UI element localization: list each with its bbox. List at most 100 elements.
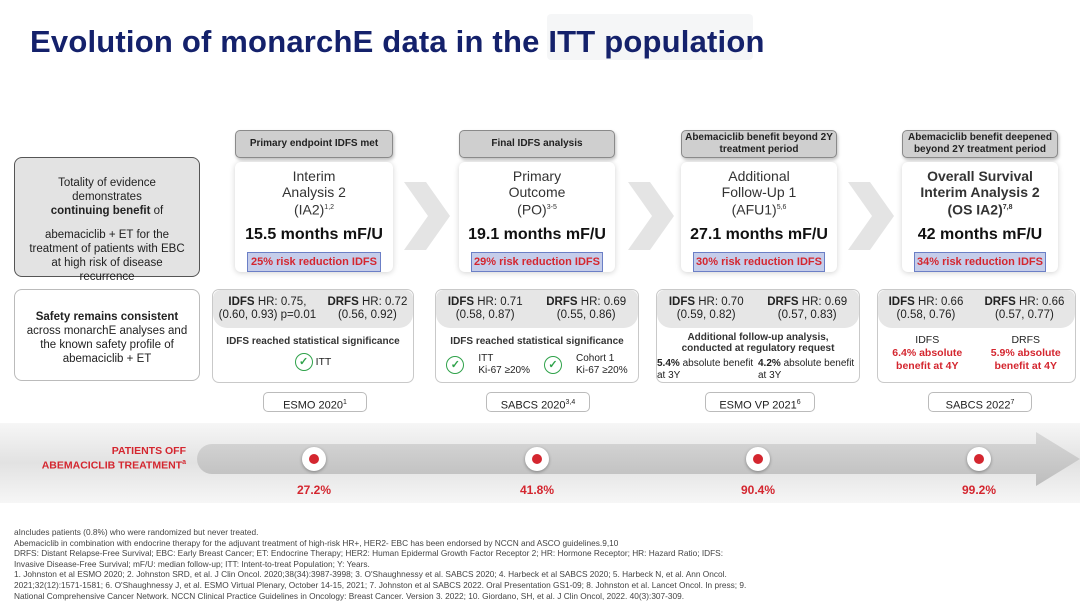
checkmark-icon: ✓ (294, 353, 313, 371)
analysis-line: (PO) (517, 201, 547, 218)
watermark-overlay (547, 14, 753, 60)
conference-badge: ESMO VP 20216 (705, 392, 815, 412)
analysis-line: (AFU1) (731, 201, 777, 218)
hr-band: IDFS HR: 0.70 (0.59, 0.82) DRFS HR: 0.69(… (657, 290, 859, 328)
idfs-label: IDFS (888, 296, 915, 308)
drfs-ci: (0.56, 0.92) (337, 309, 397, 321)
hazard-ratio-box: IDFS HR: 0.71 (0.58, 0.87) DRFS HR: 0.69(… (435, 289, 639, 383)
timeline-dot (525, 447, 549, 471)
check-item: Cohort 1 Ki-67 ≥20% (576, 353, 628, 377)
idfs-label: IDFS (668, 296, 696, 308)
drfs-hr: DRFS HR: 0.72 (0.56, 0.92) (327, 296, 407, 322)
check-row: ✓ ITT Ki-67 ≥20% ✓ Cohort 1 Ki-67 ≥20% (436, 353, 638, 377)
idfs-hr-value: HR: 0.75, (257, 296, 307, 308)
column-header: Abemaciclib benefit beyond 2Y treatment … (681, 130, 837, 158)
column-header: Abemaciclib benefit deepened beyond 2Y t… (902, 130, 1058, 158)
idfs-ci: (0.58, 0.76) (896, 309, 956, 321)
superscript: 3,4 (565, 399, 576, 406)
column-header: Final IDFS analysis (459, 130, 615, 158)
hr-band: IDFS HR: 0.66 (0.58, 0.76) DRFS HR: 0.66(… (878, 290, 1075, 328)
check-label: ITT (478, 353, 494, 364)
benefit-value: 6.4% absolute benefit at 4Y (892, 347, 963, 372)
months-followup: 15.5 months mF/U (245, 225, 383, 243)
drfs-label: DRFS (767, 296, 799, 308)
analysis-card: Primary Outcome (PO)3-5 19.1 months mF/U… (459, 162, 615, 272)
significance-note: IDFS reached statistical significance (226, 336, 400, 347)
risk-reduction-badge: 25% risk reduction IDFS (247, 251, 381, 272)
check-item: ITT Ki-67 ≥20% (478, 353, 530, 377)
safety-bold: Safety remains consistent (35, 311, 179, 323)
idfs-hr: IDFS HR: 0.66 (0.58, 0.76) (889, 296, 964, 322)
check-sublabel: Ki-67 ≥20% (478, 365, 530, 376)
drfs-ci: (0.57, 0.83) (777, 309, 837, 321)
chevron-arrow-icon (404, 182, 450, 250)
drfs-hr-value: HR: 0.69 (580, 296, 627, 308)
superscript: 1 (343, 399, 347, 406)
percent-off-treatment: 27.2% (296, 483, 332, 497)
drfs-ci: (0.55, 0.86) (556, 309, 616, 321)
drfs-hr: DRFS HR: 0.66 (0.57, 0.77) (985, 296, 1065, 322)
drfs-hr-value: HR: 0.66 (1019, 296, 1065, 308)
chevron-arrow-icon (628, 182, 674, 250)
risk-reduction-badge: 30% risk reduction IDFS (693, 251, 825, 272)
safety-text: across monarchE analyses and the known s… (26, 325, 188, 365)
checkmark-icon: ✓ (446, 356, 465, 374)
risk-reduction-badge: 34% risk reduction IDFS (914, 251, 1046, 272)
followup-note: Additional follow-up analysis, conducted… (681, 332, 835, 354)
months-followup: 42 months mF/U (917, 225, 1043, 243)
footnote-line: National Comprehensive Cancer Network. N… (14, 590, 685, 601)
idfs-ci: (0.58, 0.87) (455, 309, 515, 321)
risk-reduction-badge: 29% risk reduction IDFS (471, 251, 603, 272)
analysis-line: Interim Analysis 2 (920, 184, 1040, 200)
drfs-label: DRFS (546, 296, 578, 308)
drfs-label: DRFS (984, 296, 1016, 308)
analysis-line: (OS IA2) (947, 201, 1003, 218)
timeline-label-line: ABEMACICLIB TREATMENT (41, 459, 183, 472)
drfs-hr: DRFS HR: 0.69 (0.57, 0.83) (767, 296, 847, 322)
footnote-line: Abemaciclib in combination with endocrin… (14, 537, 619, 548)
conference-name: ESMO VP 2021 (719, 399, 797, 412)
conference-name: SABCS 2022 (945, 399, 1011, 412)
percent-off-treatment: 41.8% (519, 483, 555, 497)
analysis-name: Interim Analysis 2 (IA2)1,2 (235, 168, 393, 218)
idfs-ci: (0.60, 0.93) p=0.01 (218, 309, 317, 321)
totality-detail: abemaciclib + ET for the treatment of pa… (29, 229, 185, 283)
chevron-arrow-icon (848, 182, 894, 250)
conference-name: SABCS 2020 (500, 399, 566, 412)
months-followup: 27.1 months mF/U (690, 225, 828, 243)
idfs-label: IDFS (228, 296, 255, 308)
analysis-line: Follow-Up 1 (721, 184, 797, 200)
totality-of: of (153, 205, 164, 217)
hazard-ratio-box: IDFS HR: 0.75, (0.60, 0.93) p=0.01 DRFS H… (212, 289, 414, 383)
slide-title: Evolution of monarchE data in the ITT po… (30, 24, 765, 59)
footnote-line: Invasive Disease-Free Survival; mF/U: me… (14, 558, 370, 569)
totality-bold: continuing benefit (50, 205, 151, 217)
drfs-ci: (0.57, 0.77) (995, 309, 1054, 321)
superscript: 7,8 (1002, 204, 1013, 211)
drfs-benefit: 4.2% absolute benefit at 3Y (758, 358, 859, 382)
benefit-value: 5.4% (657, 358, 680, 369)
conference-badge: SABCS 20203,4 (486, 392, 590, 412)
drfs-label: DRFS (327, 296, 359, 308)
totality-text: Totality of evidence demonstrates (58, 177, 156, 203)
superscript: 1,2 (324, 204, 335, 211)
benefit-value: 4.2% (758, 358, 781, 369)
check-row: ✓ ITT (213, 353, 413, 371)
idfs-benefit: IDFS 6.4% absolute benefit at 4Y (884, 334, 970, 373)
drfs-hr-value: HR: 0.69 (801, 296, 848, 308)
analysis-name: Primary Outcome (PO)3-5 (459, 168, 615, 218)
timeline-dot (746, 447, 770, 471)
analysis-line: (IA2) (293, 201, 325, 218)
check-label: Cohort 1 (576, 353, 615, 364)
timeline-dot (302, 447, 326, 471)
analysis-line: Analysis 2 (282, 184, 346, 200)
analysis-card: Overall Survival Interim Analysis 2 (OS … (902, 162, 1058, 272)
checkmark-icon: ✓ (544, 356, 562, 374)
hr-band: IDFS HR: 0.71 (0.58, 0.87) DRFS HR: 0.69(… (436, 290, 638, 328)
analysis-card: Additional Follow-Up 1 (AFU1)5,6 27.1 mo… (681, 162, 837, 272)
analysis-name: Additional Follow-Up 1 (AFU1)5,6 (681, 168, 837, 218)
percent-off-treatment: 99.2% (961, 483, 997, 497)
analysis-line: Overall Survival (927, 168, 1033, 184)
superscript: 7 (1010, 399, 1015, 406)
check-label: ITT (315, 355, 332, 368)
